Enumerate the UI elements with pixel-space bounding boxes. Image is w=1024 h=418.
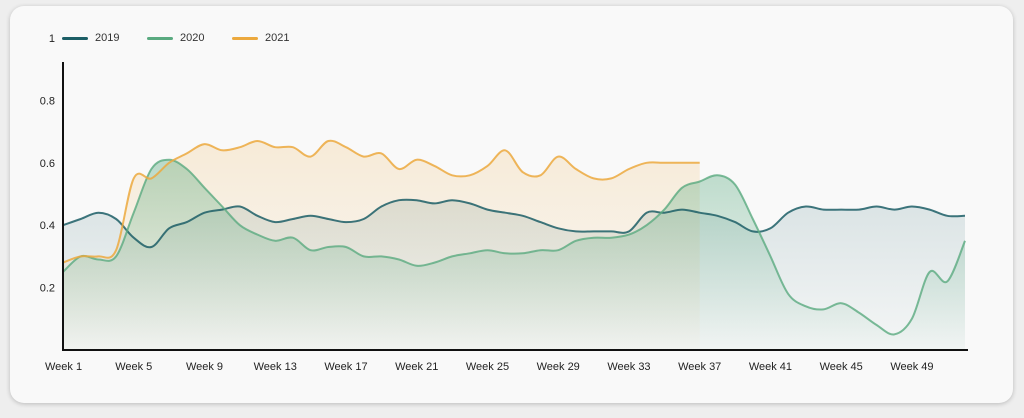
legend-label-2019: 2019 — [95, 32, 120, 44]
x-tick-label: Week 13 — [254, 361, 297, 373]
x-tick-label: Week 41 — [749, 361, 792, 373]
area-2020 — [63, 159, 965, 350]
chart-legend: 2019 2020 2021 — [62, 32, 317, 44]
x-tick-label: Week 5 — [115, 361, 152, 373]
x-tick-label: Week 49 — [890, 361, 933, 373]
x-tick-label: Week 29 — [537, 361, 580, 373]
series-line-2021[interactable] — [62, 139, 700, 264]
legend-swatch-2019 — [62, 36, 88, 40]
legend-swatch-2020 — [147, 36, 173, 40]
x-tick-label: Week 33 — [607, 361, 650, 373]
legend-label-2020: 2020 — [180, 32, 205, 44]
series-line-2019[interactable] — [62, 198, 966, 249]
x-tick-label: Week 37 — [678, 361, 721, 373]
x-tick-label: Week 45 — [820, 361, 863, 373]
y-tick-label: 0.8 — [40, 95, 55, 107]
x-tick-label: Week 9 — [186, 361, 223, 373]
y-tick-label: 0.6 — [40, 158, 55, 170]
y-tick-label: 0.2 — [40, 283, 55, 295]
legend-label-2021: 2021 — [265, 32, 290, 44]
legend-swatch-2021 — [232, 36, 258, 40]
x-tick-label: Week 25 — [466, 361, 509, 373]
series-line-2020[interactable] — [62, 158, 966, 336]
x-tick-label: Week 1 — [45, 361, 82, 373]
legend-item-2021[interactable]: 2021 — [232, 32, 317, 44]
legend-item-2020[interactable]: 2020 — [147, 32, 232, 44]
y-tick-label: 0.4 — [40, 220, 55, 232]
x-tick-label: Week 21 — [395, 361, 438, 373]
x-tick-label: Week 17 — [324, 361, 367, 373]
y-tick-label: 1 — [49, 33, 55, 45]
legend-item-2019[interactable]: 2019 — [62, 32, 147, 44]
